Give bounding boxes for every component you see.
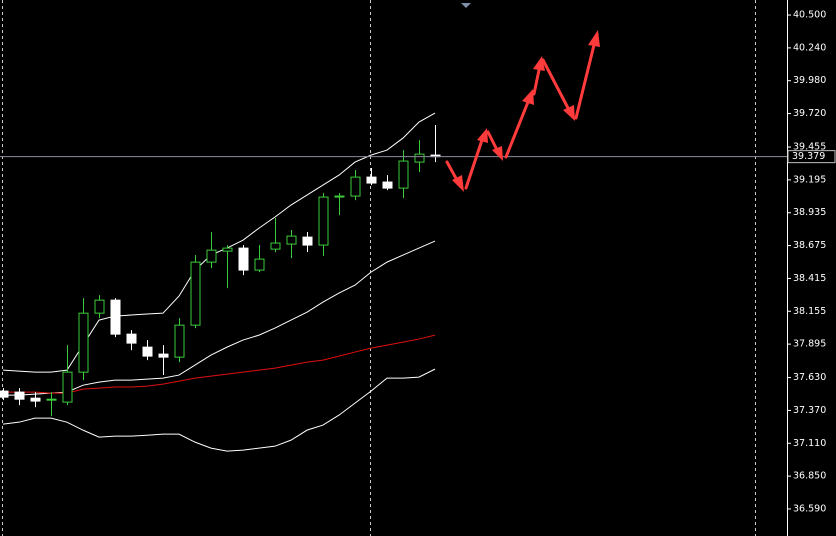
candle-body <box>366 176 377 184</box>
y-tick-label: 39.980 <box>793 75 826 86</box>
y-tick-label: 39.455 <box>793 142 826 153</box>
last-price-box <box>787 150 836 164</box>
y-tick-label: 38.415 <box>793 273 826 284</box>
y-tick-label: 36.590 <box>793 503 826 514</box>
y-tick-label: 37.630 <box>793 372 826 383</box>
candle-body <box>414 153 425 163</box>
period-separators <box>2 0 756 536</box>
candle-body <box>318 196 329 246</box>
candle-body <box>350 176 361 197</box>
candle-body <box>30 397 41 402</box>
candle-body <box>126 333 137 344</box>
candle-body <box>286 235 297 245</box>
arrow <box>541 58 571 112</box>
candle-body <box>14 391 25 400</box>
arrow <box>464 138 484 190</box>
shift-marker <box>461 3 471 8</box>
arrow-head <box>477 128 488 143</box>
y-tick-label: 37.895 <box>793 339 826 350</box>
candle-body <box>382 181 393 189</box>
arrow-head <box>452 175 464 192</box>
y-tick-label: 38.935 <box>793 207 826 218</box>
arrow-head <box>522 89 534 105</box>
candle-body <box>174 324 185 358</box>
candle-body <box>302 236 313 246</box>
y-tick-label: 40.500 <box>793 10 826 21</box>
candle-body <box>206 249 217 263</box>
indicator-line <box>3 240 436 396</box>
candle-body <box>110 299 121 335</box>
price-axis: 40.500 40.240 39.980 39.720 39.455 39.195 38.9… <box>787 10 836 514</box>
y-tick-label: 37.370 <box>793 405 826 416</box>
y-tick-label: 38.155 <box>793 306 826 317</box>
arrow-head <box>588 30 600 47</box>
candle-body <box>62 371 73 403</box>
last-price-label: 39.379 <box>792 151 825 162</box>
candle-body <box>46 398 57 401</box>
y-tick-label: 37.110 <box>793 438 826 449</box>
candle-body <box>254 258 265 271</box>
candle-body <box>238 247 249 271</box>
candle-body <box>158 353 169 358</box>
indicator-line <box>2 112 436 373</box>
y-tick-label: 38.675 <box>793 240 826 251</box>
indicator-line <box>2 368 436 452</box>
candle-body <box>0 390 9 398</box>
candle-body <box>190 261 201 326</box>
candle-body <box>94 299 105 314</box>
y-tick-label: 36.850 <box>793 471 826 482</box>
candle-body <box>222 247 233 252</box>
y-tick-label: 40.240 <box>793 42 826 53</box>
plot-area <box>0 112 787 452</box>
y-tick-label: 39.195 <box>793 174 826 185</box>
arrow <box>504 100 530 159</box>
arrow <box>574 43 596 120</box>
forecast-arrows <box>445 30 600 192</box>
arrow-head <box>563 105 575 121</box>
candle-body <box>270 242 281 250</box>
arrow-head <box>492 146 503 161</box>
candle-body <box>334 195 345 198</box>
y-tick-label: 39.720 <box>793 108 826 119</box>
candle-body <box>398 160 409 189</box>
arrow <box>532 68 541 96</box>
candle-body <box>142 346 153 357</box>
candle-body <box>78 312 89 373</box>
indicator-line <box>3 334 436 394</box>
